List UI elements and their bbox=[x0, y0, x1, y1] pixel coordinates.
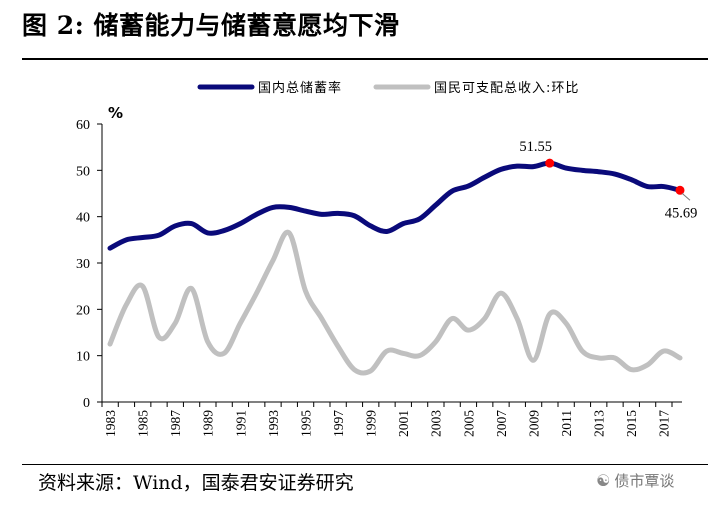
x-tick-label: 2015 bbox=[624, 410, 639, 437]
x-tick-label: 1997 bbox=[331, 410, 346, 437]
x-tick-label: 2007 bbox=[494, 410, 509, 437]
annotation-layer: 51.55 45.69 bbox=[519, 139, 697, 221]
source-note: 资料来源：Wind，国泰君安证券研究 bbox=[38, 472, 354, 494]
y-tick-label: 60 bbox=[76, 118, 90, 133]
highlight-point bbox=[675, 185, 685, 195]
series-line-income-growth bbox=[107, 229, 683, 376]
x-tick-label: 2011 bbox=[559, 410, 574, 437]
title-rule bbox=[22, 58, 708, 60]
x-tick-label: 2005 bbox=[461, 410, 476, 437]
highlight-point bbox=[545, 158, 555, 168]
x-tick-label: 1983 bbox=[103, 410, 118, 437]
watermark-label: 债市覃谈 bbox=[614, 472, 675, 490]
watermark: ☯ 债市覃谈 bbox=[596, 470, 674, 491]
legend-label-savings-rate: 国内总储蓄率 bbox=[258, 80, 342, 96]
series-layer bbox=[107, 160, 683, 376]
x-tick-label: 1993 bbox=[266, 410, 281, 437]
x-tick-label: 2003 bbox=[429, 410, 444, 437]
y-tick-label: 40 bbox=[76, 211, 90, 226]
axes: 0 10 20 30 40 50 60 1983 1985 1987 1989 1991 1993 199… bbox=[76, 118, 682, 437]
y-tick-label: 30 bbox=[76, 257, 90, 272]
x-tick-label: 1989 bbox=[201, 410, 216, 437]
y-tick-label: 10 bbox=[76, 350, 90, 365]
x-tick-label: 2013 bbox=[592, 410, 607, 437]
y-tick-label: 0 bbox=[83, 396, 90, 411]
footer-rule bbox=[22, 464, 708, 465]
annotation-label: 51.55 bbox=[519, 139, 552, 155]
x-tick-label: 1987 bbox=[168, 410, 183, 437]
series-line-savings-rate bbox=[107, 160, 683, 251]
legend-label-income-growth: 国民可支配总收入:环比 bbox=[434, 81, 579, 96]
x-tick-label: 2009 bbox=[526, 410, 541, 437]
chart: 国内总储蓄率 国民可支配总收入:环比 % 0 10 20 30 40 50 60 1983 19… bbox=[76, 80, 697, 437]
legend: 国内总储蓄率 国民可支配总收入:环比 bbox=[197, 80, 579, 96]
x-tick-label: 2017 bbox=[657, 410, 672, 437]
x-tick-label: 1999 bbox=[364, 410, 379, 437]
x-tick-label: 1991 bbox=[233, 410, 248, 437]
wechat-icon: ☯ bbox=[596, 471, 611, 490]
annotation-leader bbox=[681, 192, 691, 201]
x-tick-label: 1985 bbox=[136, 410, 151, 437]
y-axis-unit-label: % bbox=[108, 104, 123, 122]
annotation-label: 45.69 bbox=[665, 205, 698, 221]
figure-title: 图 2: 储蓄能力与储蓄意愿均下滑 bbox=[22, 11, 400, 40]
y-tick-label: 20 bbox=[76, 303, 90, 318]
y-tick-label: 50 bbox=[76, 164, 90, 179]
x-tick-label: 1995 bbox=[298, 410, 313, 437]
x-tick-label: 2001 bbox=[396, 410, 411, 437]
